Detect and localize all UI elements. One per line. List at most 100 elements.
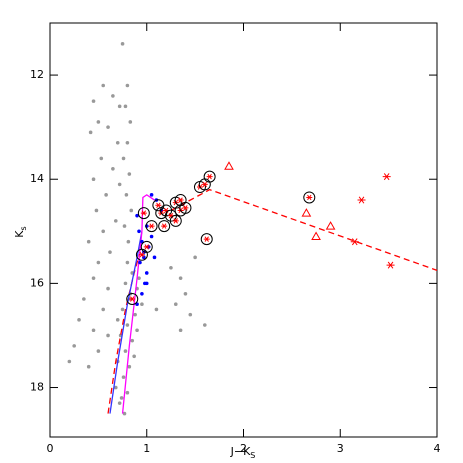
point-ring xyxy=(158,220,171,233)
triangle-point xyxy=(325,221,336,230)
y-tick-label: 12 xyxy=(30,68,44,81)
point xyxy=(111,167,115,171)
y-tick-label: 14 xyxy=(30,172,44,185)
point xyxy=(129,208,134,213)
point xyxy=(144,271,149,275)
point xyxy=(86,239,91,244)
point xyxy=(113,219,118,223)
point xyxy=(133,312,137,317)
y-tick-label: 18 xyxy=(30,381,44,394)
point xyxy=(101,83,106,88)
point xyxy=(72,344,76,348)
circled-star-point xyxy=(126,293,139,305)
plot-frame xyxy=(49,22,438,438)
circled-star-point xyxy=(145,220,158,233)
point xyxy=(149,193,154,197)
circled-star-point xyxy=(198,178,211,191)
point xyxy=(132,354,136,359)
point xyxy=(96,120,101,124)
point xyxy=(123,281,128,286)
point xyxy=(125,390,130,395)
point-star xyxy=(155,202,162,208)
circled-star-point xyxy=(169,214,182,227)
point xyxy=(126,239,131,244)
point-ring xyxy=(203,170,216,183)
y-axis-label: Ks xyxy=(13,226,28,237)
point-star xyxy=(306,194,313,201)
point xyxy=(137,229,141,234)
circled-star-point xyxy=(303,191,316,204)
point xyxy=(121,375,126,379)
y-tick-label: 16 xyxy=(30,276,44,289)
point xyxy=(77,318,81,322)
point xyxy=(91,328,96,333)
point-ring xyxy=(145,220,158,233)
star-point xyxy=(357,196,366,204)
point xyxy=(122,411,127,416)
circled-star-point xyxy=(203,170,216,183)
point-ring xyxy=(140,240,153,253)
point xyxy=(94,208,99,213)
point-star xyxy=(143,244,150,250)
triangle-point xyxy=(301,208,312,217)
point xyxy=(91,276,96,280)
point xyxy=(144,281,149,286)
point xyxy=(135,328,139,333)
point-star xyxy=(206,173,213,180)
point xyxy=(91,99,96,103)
point xyxy=(203,323,207,327)
point xyxy=(123,104,128,109)
point xyxy=(119,396,124,400)
point xyxy=(117,401,122,405)
curve xyxy=(107,251,141,414)
point-star xyxy=(138,252,145,258)
triangle-point xyxy=(311,231,321,241)
point xyxy=(120,307,125,312)
point xyxy=(115,318,120,322)
circled-star-point xyxy=(174,194,187,207)
point xyxy=(86,364,91,369)
point xyxy=(111,94,115,98)
point xyxy=(125,323,130,327)
x-tick-label: 0 xyxy=(47,442,54,455)
point-star xyxy=(140,210,147,216)
point xyxy=(138,260,142,265)
point xyxy=(82,297,86,301)
point-star xyxy=(161,223,168,229)
point xyxy=(128,120,133,124)
y-label-main: K xyxy=(13,230,26,238)
point xyxy=(183,291,188,296)
point-ring xyxy=(200,233,213,246)
x-tick-label: 4 xyxy=(434,442,441,455)
point xyxy=(101,229,106,234)
star-point xyxy=(350,238,359,246)
point xyxy=(121,156,126,161)
y-label-sub: s xyxy=(19,226,28,230)
point-star xyxy=(129,296,136,302)
point xyxy=(152,255,157,260)
point xyxy=(173,302,178,307)
point xyxy=(125,260,130,265)
curve xyxy=(109,231,143,414)
circled-star-point xyxy=(158,220,171,233)
point xyxy=(149,234,154,239)
point xyxy=(137,276,141,280)
point xyxy=(106,125,110,129)
point xyxy=(125,83,130,88)
point xyxy=(140,302,144,307)
point xyxy=(135,213,139,218)
point xyxy=(144,224,149,228)
point xyxy=(154,307,159,312)
point xyxy=(117,182,122,187)
point xyxy=(127,364,132,369)
point xyxy=(108,250,112,254)
point-star xyxy=(203,236,210,242)
point-ring xyxy=(137,207,150,220)
point xyxy=(193,255,197,260)
point xyxy=(124,193,129,197)
curve xyxy=(170,188,438,271)
point-ring xyxy=(126,293,139,305)
x-tick-label: 3 xyxy=(337,442,344,455)
x-tick-label: 1 xyxy=(143,442,150,455)
point xyxy=(113,385,118,390)
